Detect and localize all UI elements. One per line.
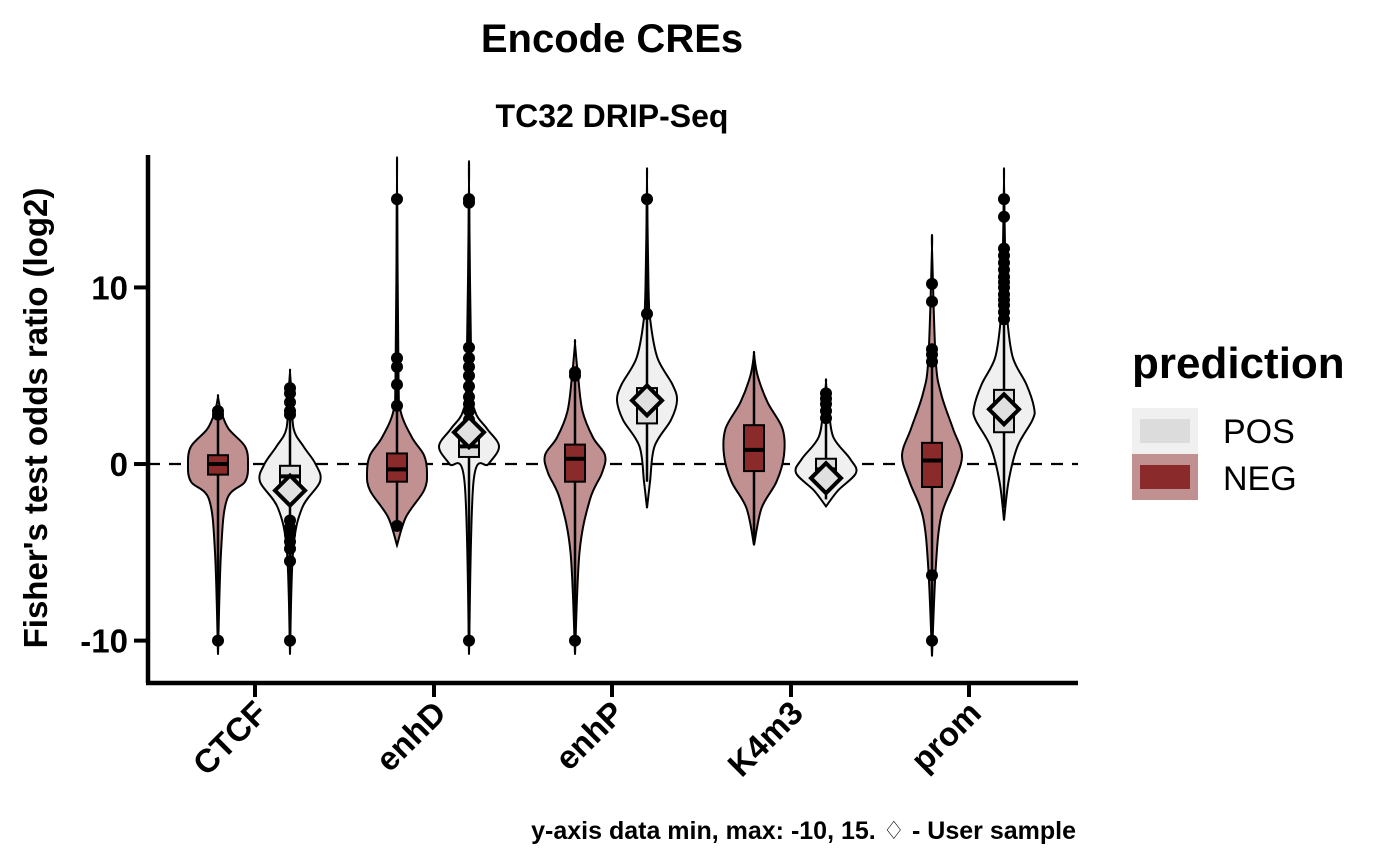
outlier-pos-ctcf-9	[284, 542, 296, 555]
plot-area	[148, 156, 1078, 657]
outlier-pos-enhd-4	[463, 360, 475, 373]
x-tick-label-enhd: enhD	[368, 694, 452, 778]
outlier-pos-enhd-1	[463, 196, 475, 209]
legend: prediction POS NEG	[1132, 339, 1345, 500]
legend-entry-pos: POS	[1132, 408, 1295, 454]
outlier-pos-prom-13	[998, 313, 1010, 326]
outlier-pos-prom-1	[998, 210, 1010, 223]
outlier-pos-enhd-11	[463, 634, 475, 647]
x-tick-label-enhp: enhP	[548, 694, 631, 777]
x-tick-label-ctcf: CTCF	[186, 694, 274, 782]
x-tick-label-k4m3: K4m3	[720, 694, 810, 784]
group-pos-ctcf	[258, 368, 322, 655]
outlier-neg-enhd-4	[391, 399, 403, 412]
outlier-pos-prom-0	[998, 193, 1010, 206]
y-axis-label: Fisher's test odds ratio (log2)	[17, 188, 54, 649]
chart-caption: y-axis data min, max: -10, 15. ♢ - User …	[531, 817, 1076, 845]
y-tick-label-2: 10	[91, 269, 128, 306]
user-sample-marker-pos-enhp	[629, 382, 665, 419]
box-neg-enhp	[564, 443, 586, 483]
outlier-pos-ctcf-4	[284, 408, 296, 421]
group-neg-ctcf	[186, 394, 250, 655]
outlier-pos-ctcf-1	[284, 387, 296, 400]
outlier-pos-enhd-3	[463, 352, 475, 365]
outlier-neg-enhd-3	[391, 378, 403, 391]
user-sample-marker-pos-ctcf	[272, 472, 308, 509]
legend-swatch-pos-inner	[1140, 419, 1190, 443]
group-neg-enhp	[543, 339, 607, 655]
outlier-neg-enhd-2	[391, 360, 403, 373]
outlier-neg-prom-5	[926, 569, 938, 582]
outlier-neg-enhp-1	[569, 369, 581, 382]
outlier-neg-prom-0	[926, 277, 938, 290]
legend-title: prediction	[1132, 339, 1345, 388]
outlier-pos-enhp-0	[641, 193, 653, 206]
outlier-neg-prom-6	[926, 634, 938, 647]
group-pos-enhd	[437, 160, 500, 655]
outlier-neg-prom-4	[926, 355, 938, 368]
outlier-pos-enhd-6	[463, 380, 475, 393]
legend-entry-neg: NEG	[1132, 454, 1297, 500]
chart-subtitle: TC32 DRIP-Seq	[496, 98, 729, 134]
group-neg-prom	[900, 233, 964, 657]
outlier-neg-prom-1	[926, 295, 938, 308]
outlier-neg-ctcf-2	[212, 634, 224, 647]
outlier-pos-enhd-2	[463, 341, 475, 354]
outlier-pos-enhd-5	[463, 369, 475, 382]
outlier-pos-ctcf-11	[284, 634, 296, 647]
y-tick-label-0: -10	[80, 623, 128, 660]
group-pos-prom	[972, 167, 1036, 521]
outlier-neg-enhd-5	[391, 519, 403, 532]
outlier-neg-enhp-2	[569, 634, 581, 647]
box-neg-prom	[921, 441, 943, 488]
group-neg-k4m3	[722, 350, 786, 546]
user-sample-marker-pos-prom	[986, 391, 1022, 428]
outlier-neg-enhd-1	[391, 352, 403, 365]
legend-label-pos: POS	[1223, 413, 1295, 451]
outlier-pos-enhd-9	[463, 405, 475, 418]
group-pos-k4m3	[794, 378, 858, 509]
chart-title: Encode CREs	[481, 17, 743, 61]
x-tick-label-prom: prom	[903, 694, 987, 778]
outlier-neg-ctcf-1	[212, 405, 224, 418]
outlier-pos-ctcf-10	[284, 555, 296, 568]
outlier-pos-ctcf-2	[284, 396, 296, 409]
user-sample-marker-pos-enhd	[451, 414, 487, 451]
group-neg-enhd	[365, 156, 429, 549]
outlier-pos-k4m3-4	[820, 412, 832, 425]
group-pos-enhp	[615, 167, 679, 509]
y-tick-label-1: 0	[110, 446, 128, 483]
outlier-neg-enhd-0	[391, 193, 403, 206]
legend-label-neg: NEG	[1223, 460, 1297, 498]
legend-swatch-neg-inner	[1140, 465, 1190, 489]
outlier-pos-enhp-1	[641, 307, 653, 320]
user-sample-marker-pos-k4m3	[808, 460, 844, 496]
